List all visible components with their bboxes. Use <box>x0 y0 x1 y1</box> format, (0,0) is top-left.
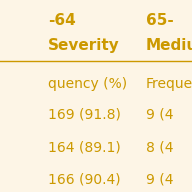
Text: 166 (90.4): 166 (90.4) <box>48 173 121 187</box>
Text: Severity: Severity <box>48 38 120 53</box>
Text: -64: -64 <box>48 13 76 28</box>
Text: Freque: Freque <box>146 77 192 91</box>
Text: quency (%): quency (%) <box>48 77 127 91</box>
Text: Medium: Medium <box>146 38 192 53</box>
Text: 8 (4: 8 (4 <box>146 140 173 154</box>
Text: 164 (89.1): 164 (89.1) <box>48 140 121 154</box>
Text: 65-: 65- <box>146 13 174 28</box>
Text: 9 (4: 9 (4 <box>146 108 173 122</box>
Text: 169 (91.8): 169 (91.8) <box>48 108 121 122</box>
Text: 9 (4: 9 (4 <box>146 173 173 187</box>
